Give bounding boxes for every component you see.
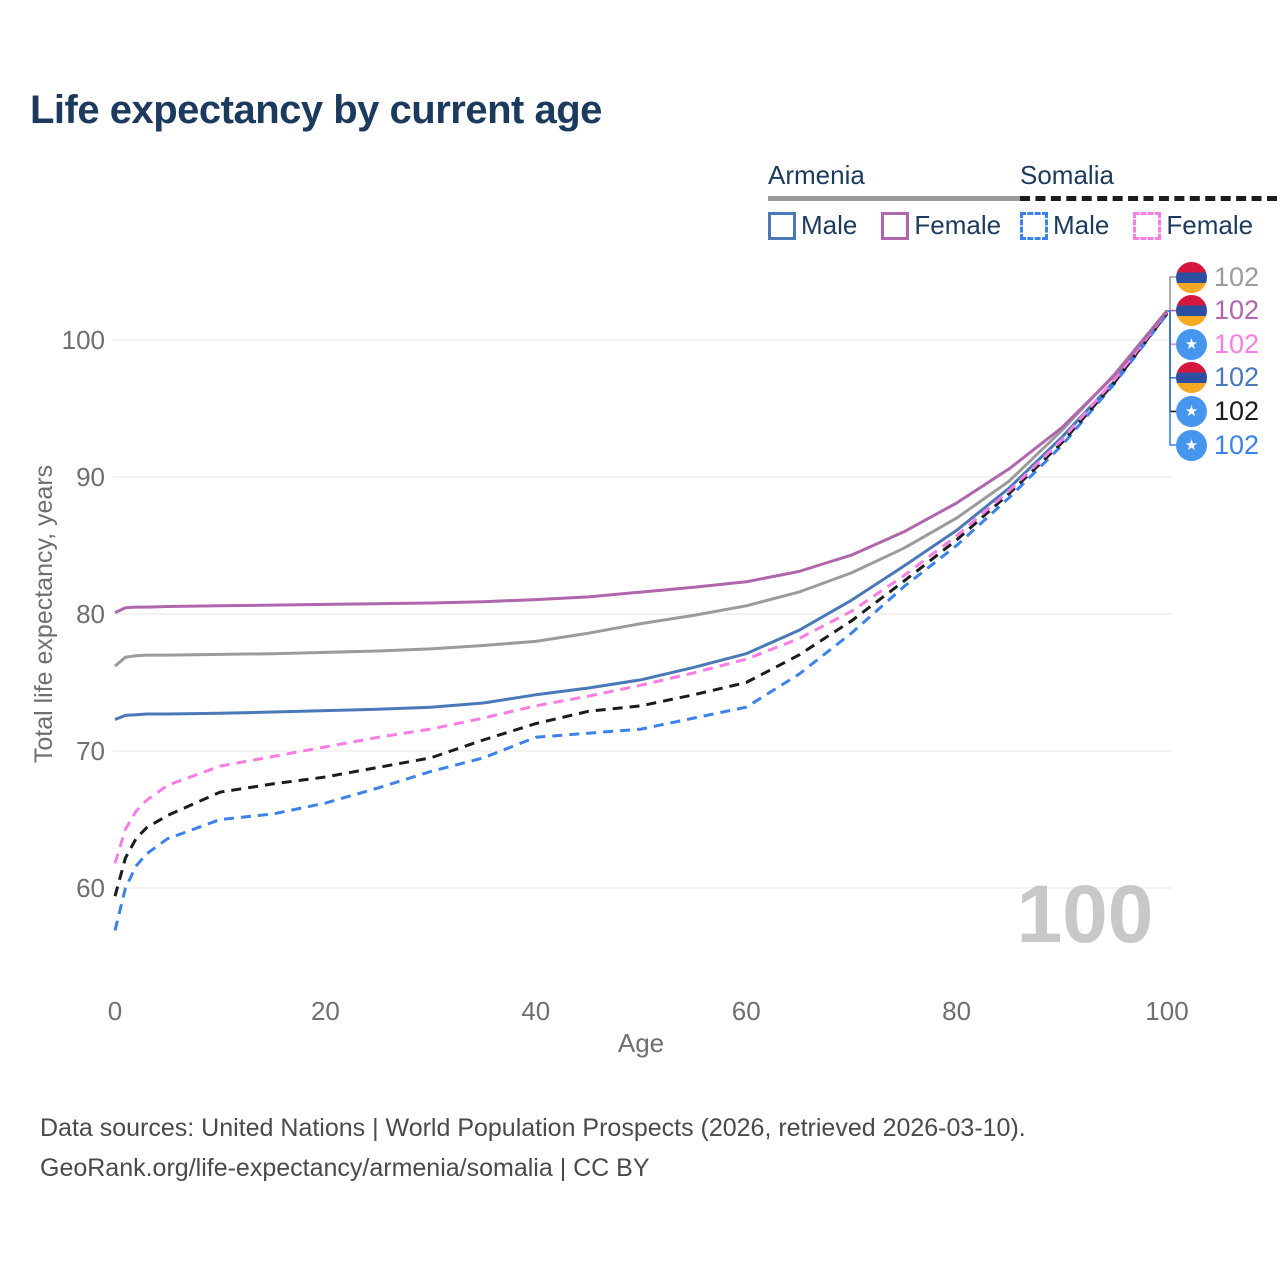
x-tick-label-100: 100 [1145,996,1188,1026]
series-line-armenia-male[interactable] [114,311,1169,721]
legend-country-somalia[interactable]: Somalia [1020,160,1278,201]
legend-country-label: Armenia [768,160,865,190]
data-sources-footer: Data sources: United Nations | World Pop… [40,1108,1026,1188]
x-tick-label-0: 0 [108,996,122,1026]
end-label-somalia-all: ★ 102 [1176,395,1259,427]
legend-item-label: Female [914,210,1002,240]
chart-title: Life expectancy by current age [30,88,602,132]
y-tick-label-100: 100 [62,325,105,355]
series-line-somalia-male[interactable] [113,313,1169,931]
end-label-connector-somalia-all [1166,310,1176,413]
x-tick-label-60: 60 [732,996,761,1026]
armenia-flag-icon [1176,261,1207,293]
footer-line-1: Data sources: United Nations | World Pop… [40,1114,1026,1142]
somalia-flag-icon: ★ [1176,429,1207,461]
x-tick-label-40: 40 [521,996,550,1026]
end-value: 102 [1214,429,1260,460]
legend-country-armenia[interactable]: Armenia [768,160,1026,201]
end-label-armenia-female: 102 [1176,295,1259,327]
star-icon: ★ [1184,335,1199,353]
legend-group-armenia: Armenia Male Female [768,160,1026,241]
star-icon: ★ [1184,402,1199,420]
end-value: 102 [1214,261,1260,292]
age-counter-watermark: 100 [1017,869,1154,960]
legend-item-armenia-male[interactable]: Male [768,210,857,241]
armenia-female-swatch-icon [881,211,910,240]
x-tick-label-80: 80 [942,996,971,1026]
x-tick-label-20: 20 [311,996,340,1026]
armenia-flag-icon [1176,362,1207,394]
y-tick-label-90: 90 [76,462,105,492]
legend-item-somalia-male[interactable]: Male [1020,210,1109,241]
end-value: 102 [1214,328,1260,359]
end-value: 102 [1214,295,1260,326]
end-value: 102 [1214,362,1260,393]
y-axis-title: Total life expectancy, years [30,465,58,763]
end-label-connector-armenia-all [1166,276,1176,312]
legend-item-label: Female [1166,210,1254,240]
end-label-connector-somalia-male [1166,310,1176,446]
armenia-line-style-swatch [768,196,1026,201]
star-icon: ★ [1184,436,1199,454]
footer-line-2: GeoRank.org/life-expectancy/armenia/soma… [40,1154,650,1182]
legend-item-label: Male [1053,210,1110,240]
series-line-somalia-female[interactable] [113,310,1169,864]
y-tick-label-80: 80 [76,599,105,629]
legend-item-armenia-female[interactable]: Female [881,210,1001,241]
somalia-flag-icon: ★ [1176,395,1207,427]
x-axis-title: Age [618,1028,664,1058]
legend-group-somalia: Somalia Male Female [1020,160,1278,241]
y-tick-label-70: 70 [76,736,105,766]
end-label-somalia-female: ★ 102 [1176,328,1259,360]
series-line-armenia-all[interactable] [114,309,1169,668]
somalia-male-swatch-icon [1020,211,1048,240]
armenia-flag-icon [1176,295,1207,327]
legend-item-somalia-female[interactable]: Female [1133,210,1253,241]
end-label-armenia-all: 102 [1176,261,1259,293]
end-value: 102 [1214,395,1260,426]
series-line-armenia-female[interactable] [114,310,1169,614]
end-label-somalia-male: ★ 102 [1176,429,1259,461]
legend-country-label: Somalia [1020,160,1114,190]
somalia-female-swatch-icon [1133,211,1162,240]
armenia-male-swatch-icon [768,211,796,240]
somalia-line-style-swatch [1020,196,1278,201]
end-label-armenia-male: 102 [1176,362,1259,394]
y-tick-label-60: 60 [76,873,105,903]
somalia-flag-icon: ★ [1176,328,1207,360]
legend-item-label: Male [801,210,858,240]
